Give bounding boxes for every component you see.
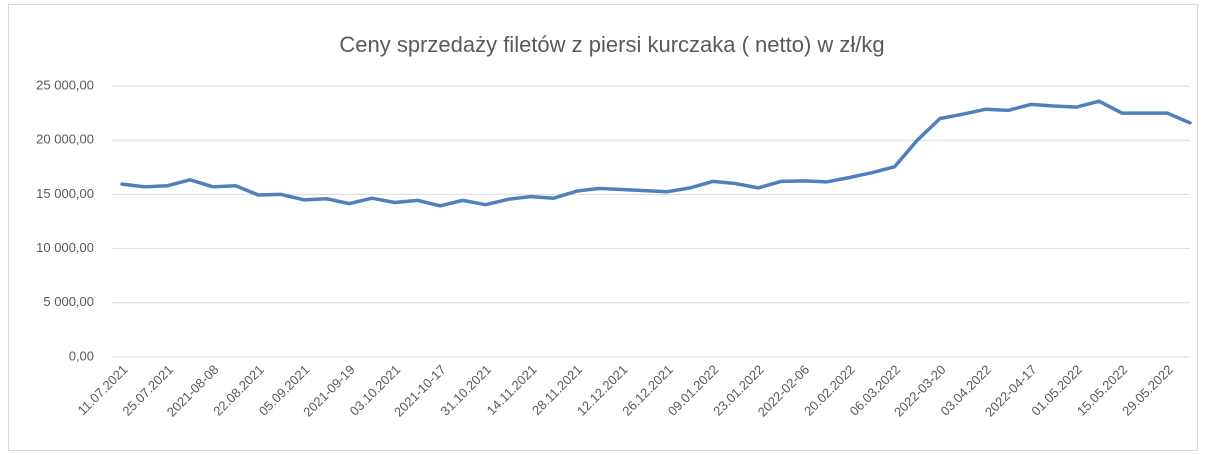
y-tick-label: 20 000,00	[36, 132, 94, 147]
line	[120, 99, 1192, 208]
y-tick-label: 0,00	[69, 348, 94, 363]
chart-title: Ceny sprzedaży filetów z piersi kurczaka…	[339, 32, 884, 57]
y-tick-label: 10 000,00	[36, 240, 94, 255]
y-tick-label: 25 000,00	[36, 77, 94, 92]
y-tick-label: 15 000,00	[36, 186, 94, 201]
y-tick-label: 5 000,00	[43, 294, 94, 309]
chart-frame	[8, 4, 1198, 451]
